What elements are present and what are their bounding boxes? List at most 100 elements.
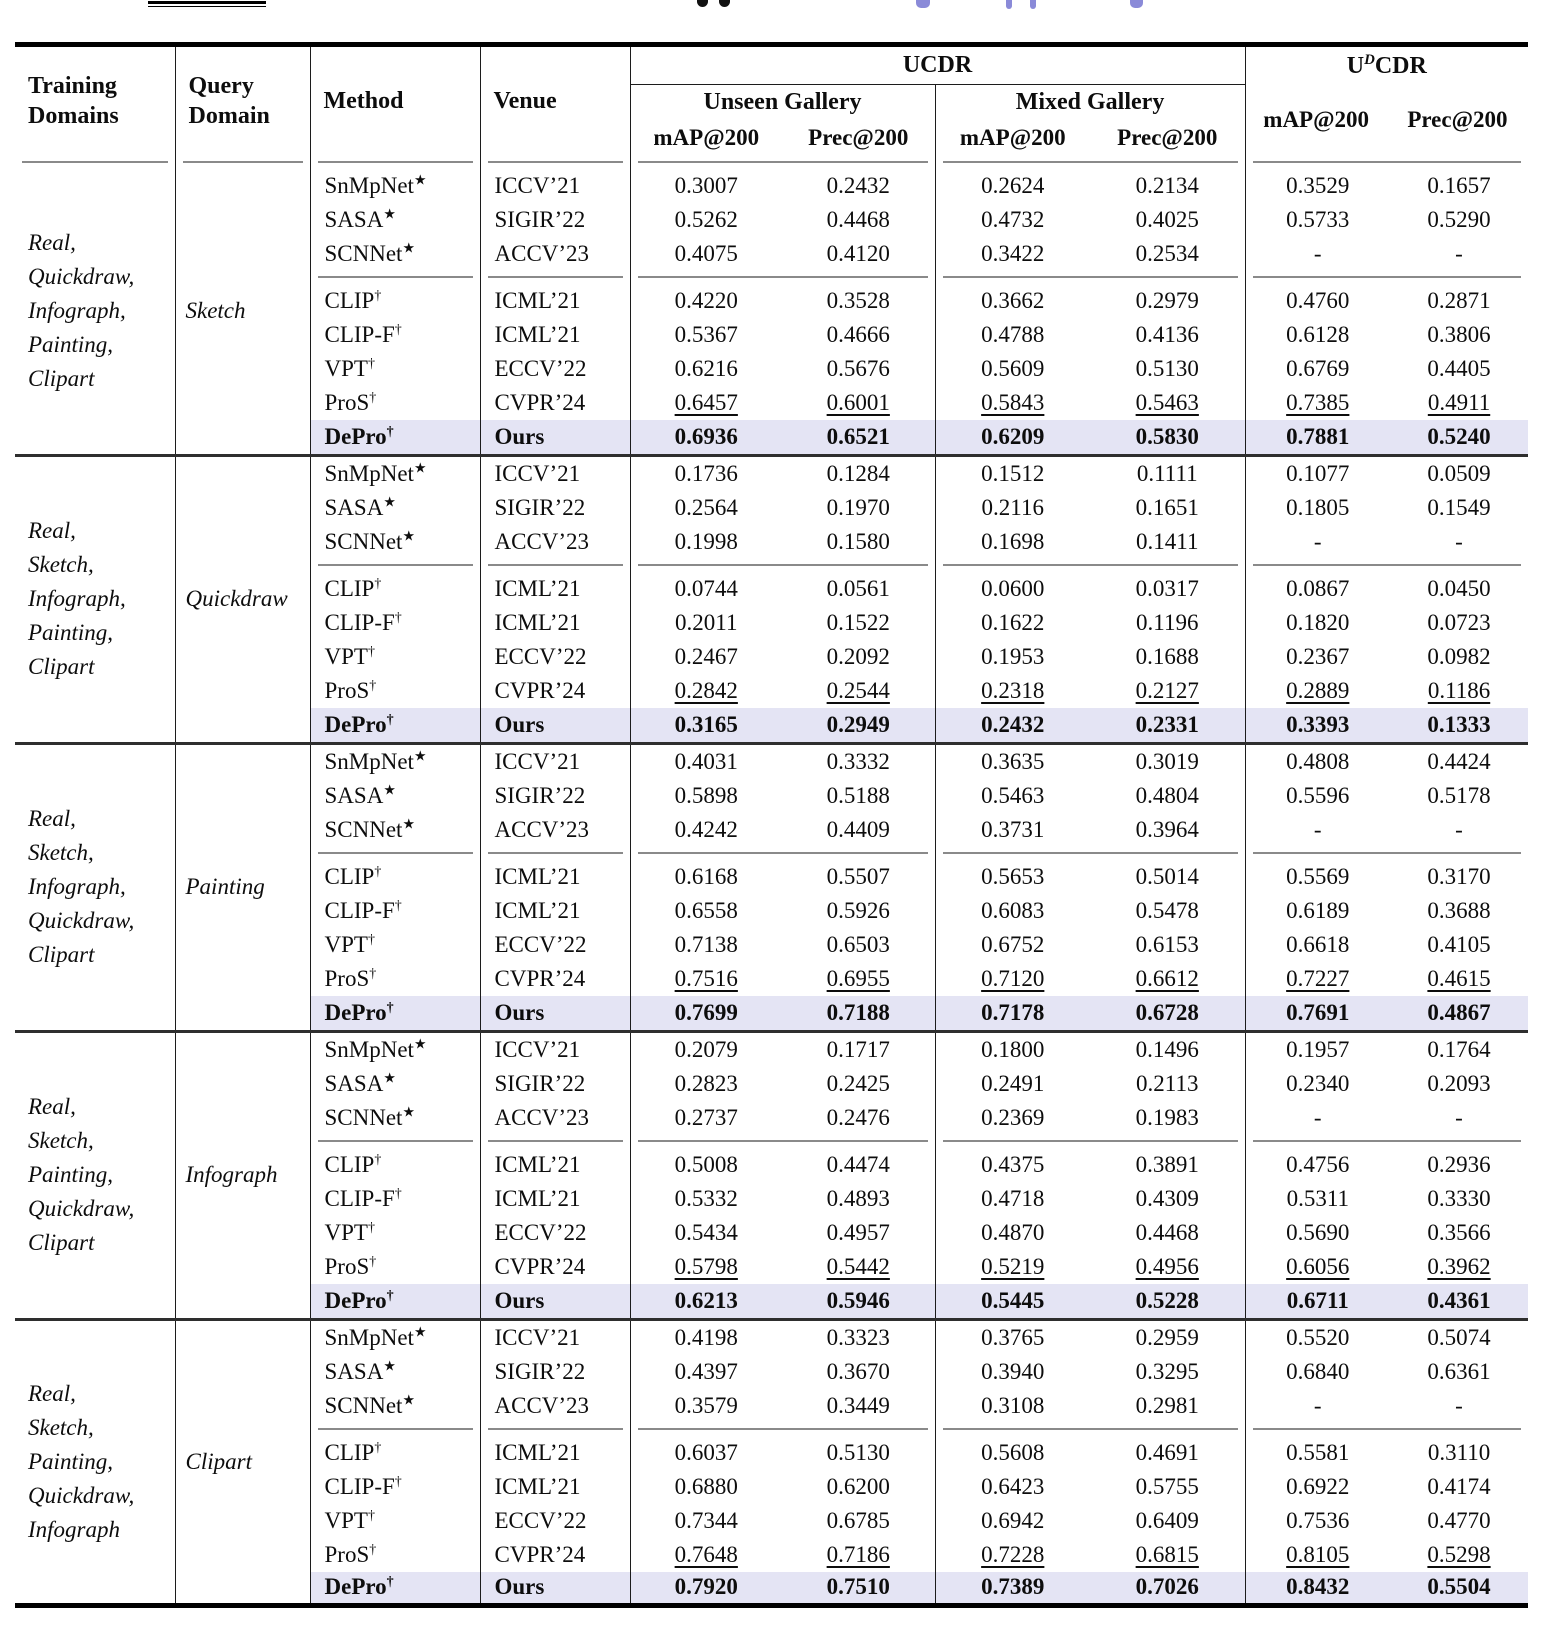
metric-value: 0.4893 (826, 1185, 890, 1211)
metric-value: 0.7120 (981, 965, 1045, 991)
value-cell: 0.3165 (630, 707, 782, 742)
method-cell: SCNNet★ (310, 812, 481, 847)
value-cell: 0.5228 (1090, 1283, 1246, 1318)
rule-line (637, 852, 928, 854)
metric-value: 0.0509 (1427, 460, 1491, 486)
venue-cell: CVPR’24 (480, 1537, 631, 1572)
value-cell: 0.4198 (630, 1321, 782, 1355)
venue-label: ICML’21 (494, 287, 581, 313)
metric-value: 0.4808 (1286, 748, 1350, 774)
metric-value: 0.5690 (1286, 1219, 1350, 1245)
metric-value: 0.5228 (1135, 1287, 1199, 1313)
group-rule-row (15, 558, 1528, 572)
metric-value: 0.4691 (1135, 1439, 1199, 1465)
metric-value: 0.5367 (674, 321, 738, 347)
metric-value: 0.4174 (1427, 1473, 1491, 1499)
method-cell: ProS† (310, 673, 481, 708)
value-cell: 0.1496 (1090, 1032, 1246, 1067)
metric-value: 0.6168 (674, 863, 738, 889)
value-cell: 0.4893 (782, 1181, 936, 1216)
method-name: SCNNet (324, 528, 403, 554)
block-separator (15, 1029, 1529, 1033)
venue-label: CVPR’24 (494, 1253, 586, 1279)
value-cell: 0.4120 (782, 236, 936, 271)
value-cell: 0.4361 (1390, 1283, 1529, 1318)
metric-value: - (1313, 1104, 1322, 1130)
metric-value: 0.3688 (1427, 897, 1491, 923)
venue-cell: CVPR’24 (480, 673, 631, 708)
table-row: SCNNet★ ACCV’23 0.1998 0.1580 0.1698 0.1411 - - (15, 524, 1528, 559)
venue-cell: ECCV’22 (480, 1503, 631, 1538)
method-cell: SnMpNet★ (310, 1320, 481, 1355)
value-cell: 0.6213 (630, 1283, 782, 1318)
training-domain-label: Painting, (28, 1448, 113, 1474)
value-cell: 0.1196 (1090, 605, 1246, 640)
metric-value: 0.3670 (826, 1358, 890, 1384)
value-cell: 0.4788 (935, 318, 1090, 352)
value-cell: 0.2079 (630, 1033, 782, 1067)
metric-value: 0.5830 (1135, 423, 1199, 449)
metric-value: - (1313, 1392, 1322, 1418)
venue-cell: ICML’21 (480, 571, 631, 606)
value-cell: 0.2011 (630, 606, 782, 640)
value-cell: 0.5298 (1390, 1538, 1528, 1572)
header-query-line2: Domain (188, 103, 270, 130)
venue-cell: ECCV’22 (480, 1215, 631, 1250)
value-cell: 0.2331 (1090, 707, 1246, 742)
header-method: Method (310, 44, 481, 156)
header-prec200: Prec@200 (1090, 119, 1246, 156)
value-cell: 0.4474 (782, 1147, 936, 1182)
metric-value: 0.5843 (981, 389, 1045, 415)
method-name: SnMpNet (324, 1324, 414, 1350)
value-cell: 0.6056 (1245, 1250, 1390, 1284)
value-cell: 0.4075 (630, 237, 782, 271)
value-cell: 0.4174 (1390, 1470, 1528, 1504)
group-rule (310, 1134, 481, 1148)
value-cell: 0.3964 (1090, 812, 1246, 847)
query-domain-cell: Quickdraw (175, 456, 311, 742)
metric-value: 0.6216 (674, 355, 738, 381)
metric-value: 0.0317 (1135, 575, 1199, 601)
value-cell: 0.4870 (935, 1216, 1090, 1250)
group-rule (935, 270, 1246, 284)
method-name: SCNNet (324, 816, 403, 842)
star-marker: ★ (383, 782, 396, 798)
value-cell: 0.7178 (935, 995, 1090, 1030)
header-group-ucdr: UCDR (630, 44, 1246, 85)
star-marker: ★ (402, 1392, 416, 1408)
metric-value: 0.3891 (1135, 1151, 1199, 1177)
star-marker: ★ (413, 1036, 427, 1052)
venue-cell: ICML’21 (480, 605, 631, 640)
value-cell: 0.2340 (1245, 1067, 1390, 1101)
method-cell: SASA★ (310, 1354, 481, 1389)
venue-label: Ours (494, 711, 545, 737)
value-cell: 0.1800 (935, 1033, 1090, 1067)
metric-value: 0.1717 (826, 1036, 890, 1062)
metric-value: 0.1736 (674, 460, 738, 486)
value-cell: 0.5609 (935, 352, 1090, 386)
metric-value: 0.4397 (674, 1358, 738, 1384)
header-rule (310, 155, 481, 169)
metric-value: 0.6769 (1286, 355, 1350, 381)
table-row: VPT† ECCV’22 0.7344 0.6785 0.6942 0.6409 0.753… (15, 1503, 1528, 1538)
group-rule-row (15, 1134, 1528, 1148)
dagger-marker: † (394, 609, 402, 625)
metric-value: 0.4804 (1135, 782, 1199, 808)
metric-value: 0.2842 (674, 677, 738, 703)
value-cell: 0.7385 (1245, 386, 1390, 420)
value-cell: 0.3295 (1090, 1354, 1246, 1389)
metric-value: 0.3662 (981, 287, 1045, 313)
value-cell: 0.1512 (935, 457, 1090, 491)
group-rule (630, 1422, 936, 1436)
metric-value: 0.3765 (981, 1324, 1045, 1350)
metric-value: 0.5130 (826, 1439, 890, 1465)
value-cell: 0.8105 (1245, 1538, 1390, 1572)
star-marker: ★ (413, 748, 427, 764)
metric-value: 0.1998 (674, 528, 738, 554)
metric-value: 0.4309 (1135, 1185, 1199, 1211)
value-cell: 0.0867 (1245, 572, 1390, 606)
method-cell: ProS† (310, 385, 481, 420)
method-name: SASA (324, 1070, 384, 1096)
method-cell: SASA★ (310, 490, 481, 525)
venue-label: Ours (494, 1287, 545, 1313)
